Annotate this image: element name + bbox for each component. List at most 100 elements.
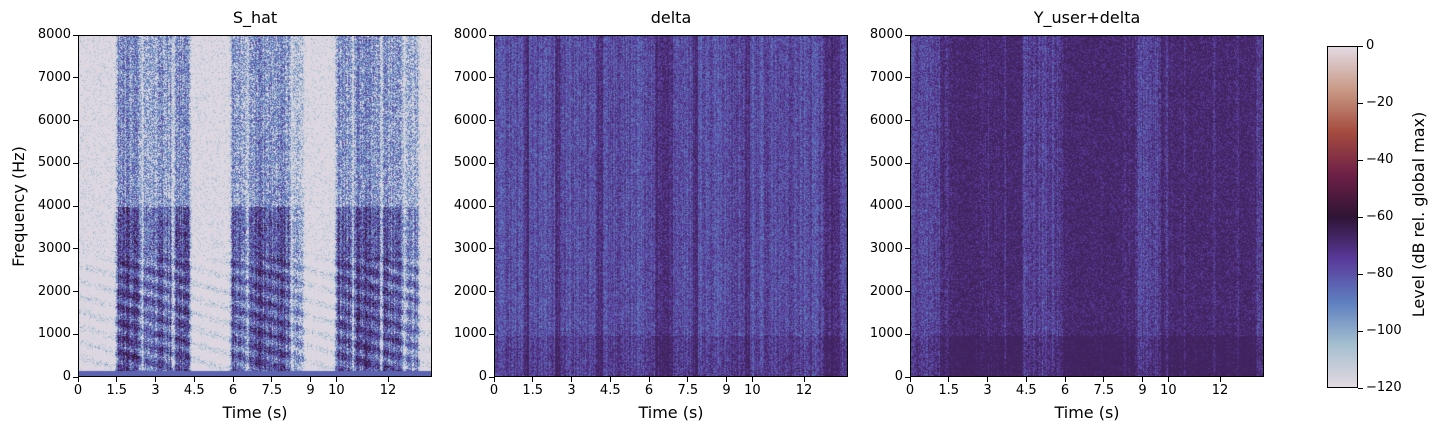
x-tick-label: 1.5: [106, 383, 127, 398]
y-tick: [905, 377, 910, 378]
colorbar-tick: [1358, 388, 1363, 389]
x-tick: [271, 377, 272, 382]
x-tick: [155, 377, 156, 382]
x-tick-label: 3: [567, 383, 575, 398]
spectrogram-s-hat: [78, 35, 432, 377]
y-tick: [489, 77, 494, 78]
panel-title-y-user-delta: Y_user+delta: [1034, 8, 1141, 27]
y-tick-label: 8000: [454, 27, 487, 42]
y-tick-label: 4000: [38, 198, 71, 213]
colorbar-tick-label: −80: [1366, 266, 1393, 281]
x-tick: [687, 377, 688, 382]
colorbar-gradient: [1328, 47, 1357, 387]
x-tick: [910, 377, 911, 382]
x-tick: [726, 377, 727, 382]
x-tick-label: 3: [983, 383, 991, 398]
colorbar-label: Level (dB rel. global max): [1409, 112, 1428, 317]
y-tick: [73, 206, 78, 207]
y-tick: [73, 377, 78, 378]
x-tick-label: 4.5: [600, 383, 621, 398]
y-tick: [489, 334, 494, 335]
y-tick-label: 3000: [870, 241, 903, 256]
x-tick-label: 4.5: [184, 383, 205, 398]
x-tick: [233, 377, 234, 382]
y-tick-label: 4000: [454, 198, 487, 213]
y-tick: [489, 206, 494, 207]
y-tick-label: 0: [63, 369, 71, 384]
y-tick-label: 1000: [454, 326, 487, 341]
y-tick: [73, 248, 78, 249]
x-tick-label: 9: [306, 383, 314, 398]
y-axis-label-s-hat: Frequency (Hz): [9, 146, 28, 267]
x-tick-label: 10: [744, 383, 761, 398]
y-tick-label: 8000: [870, 27, 903, 42]
y-tick: [73, 120, 78, 121]
x-tick: [987, 377, 988, 382]
x-tick: [571, 377, 572, 382]
x-tick-label: 10: [328, 383, 345, 398]
x-tick-label: 0: [490, 383, 498, 398]
x-tick: [1103, 377, 1104, 382]
x-tick-label: 1.5: [938, 383, 959, 398]
x-tick-label: 12: [380, 383, 397, 398]
spectrogram-canvas-y-user-delta: [911, 36, 1263, 376]
y-tick-label: 8000: [38, 27, 71, 42]
x-tick: [194, 377, 195, 382]
x-axis-label-y-user-delta: Time (s): [1054, 403, 1119, 422]
y-tick-label: 2000: [38, 284, 71, 299]
x-tick: [1065, 377, 1066, 382]
y-tick: [73, 334, 78, 335]
colorbar-tick: [1358, 46, 1363, 47]
x-tick-label: 12: [1212, 383, 1229, 398]
y-tick: [489, 248, 494, 249]
y-tick: [489, 377, 494, 378]
x-tick: [78, 377, 79, 382]
y-tick-label: 6000: [38, 113, 71, 128]
x-tick-label: 0: [74, 383, 82, 398]
colorbar-tick: [1358, 103, 1363, 104]
y-tick-label: 0: [895, 369, 903, 384]
x-tick: [752, 377, 753, 382]
y-tick-label: 7000: [38, 70, 71, 85]
x-tick: [388, 377, 389, 382]
colorbar-tick-label: −120: [1366, 380, 1402, 395]
x-tick-label: 7.5: [1093, 383, 1114, 398]
spectrogram-delta: [494, 35, 848, 377]
y-tick: [489, 35, 494, 36]
x-tick-label: 10: [1160, 383, 1177, 398]
y-tick: [905, 163, 910, 164]
y-tick-label: 5000: [38, 155, 71, 170]
x-tick-label: 7.5: [261, 383, 282, 398]
x-tick: [532, 377, 533, 382]
x-tick: [116, 377, 117, 382]
x-axis-label-delta: Time (s): [638, 403, 703, 422]
y-tick: [905, 334, 910, 335]
x-axis-label-s-hat: Time (s): [222, 403, 287, 422]
x-tick-label: 9: [1138, 383, 1146, 398]
spectrogram-y-user-delta: [910, 35, 1264, 377]
x-tick-label: 12: [796, 383, 813, 398]
y-tick-label: 1000: [870, 326, 903, 341]
x-tick-label: 6: [229, 383, 237, 398]
y-tick: [905, 35, 910, 36]
y-tick-label: 7000: [870, 70, 903, 85]
y-tick: [905, 291, 910, 292]
y-tick-label: 6000: [870, 113, 903, 128]
x-tick-label: 7.5: [677, 383, 698, 398]
x-tick-label: 4.5: [1016, 383, 1037, 398]
y-tick: [73, 35, 78, 36]
y-tick-label: 5000: [454, 155, 487, 170]
x-tick-label: 3: [151, 383, 159, 398]
y-tick-label: 6000: [454, 113, 487, 128]
x-tick: [948, 377, 949, 382]
colorbar-tick-label: −40: [1366, 152, 1393, 167]
x-tick: [1220, 377, 1221, 382]
colorbar-tick-label: 0: [1366, 38, 1374, 53]
spectrogram-canvas-s-hat: [79, 36, 431, 376]
colorbar-tick: [1358, 160, 1363, 161]
y-tick: [905, 206, 910, 207]
x-tick: [610, 377, 611, 382]
y-tick: [905, 77, 910, 78]
spectrogram-canvas-delta: [495, 36, 847, 376]
colorbar-tick: [1358, 217, 1363, 218]
